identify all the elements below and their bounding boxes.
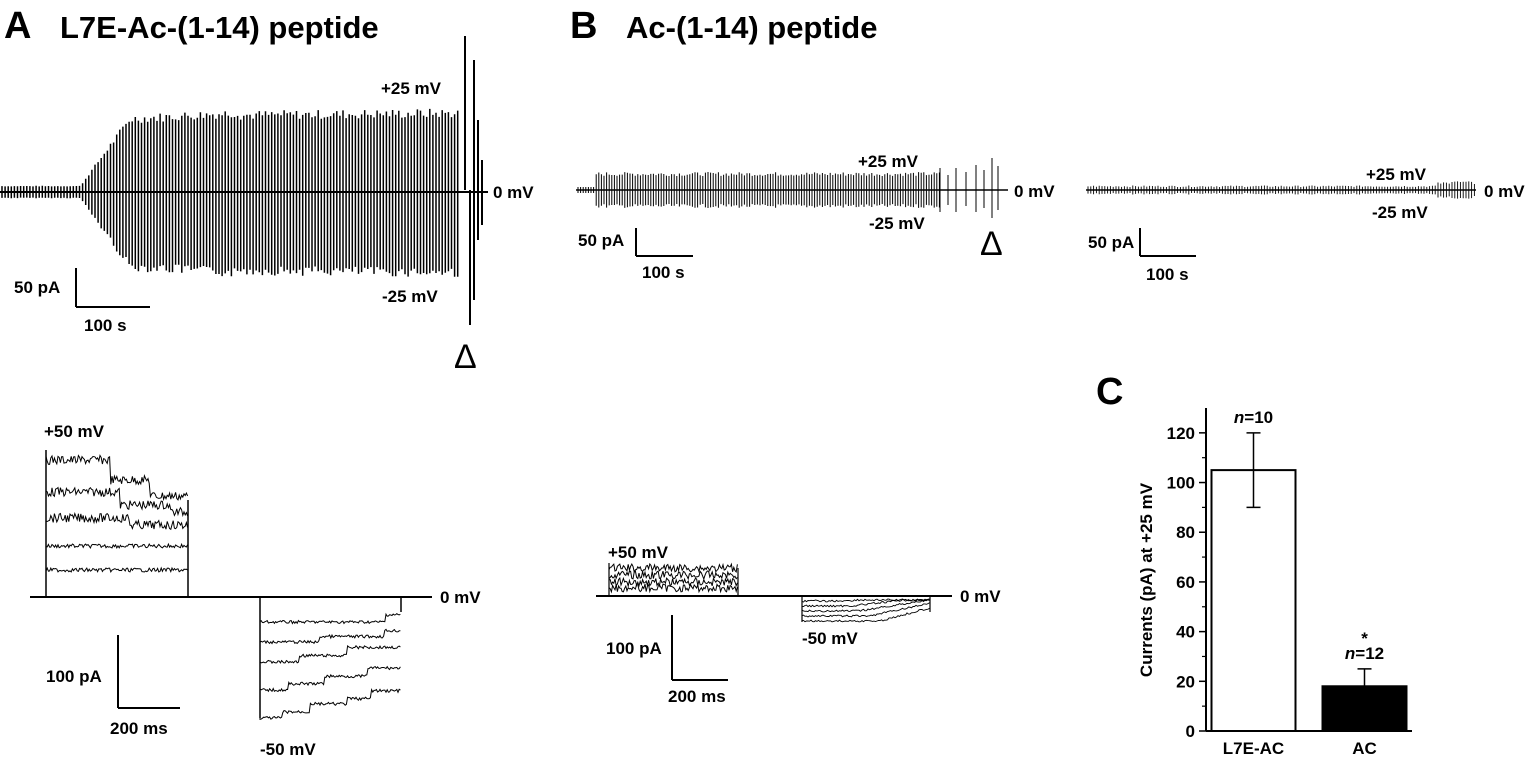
b-bottom-pos-label: +50 mV — [608, 543, 669, 562]
panel-c-letter: C — [1096, 371, 1123, 413]
x-tick-label: AC — [1352, 739, 1377, 758]
a-top-neg-label: -25 mV — [382, 287, 438, 306]
a-bottom-pos-trace — [45, 542, 189, 550]
b-top2-spikes — [1087, 181, 1475, 199]
b-top1-final-deflections — [939, 158, 999, 218]
a-bottom-negative-traces — [259, 597, 402, 721]
b-top1-neg-label: -25 mV — [869, 214, 925, 233]
b-bottom-negative-traces — [801, 596, 931, 623]
b-bottom-pos-trace — [608, 562, 738, 574]
panel-b-top-trace-2 — [1086, 181, 1476, 199]
significance-marker: * — [1361, 629, 1368, 648]
b-bottom-pos-trace — [608, 570, 738, 581]
b-top1-arrow-icon: Δ — [980, 225, 1003, 263]
panel-a-top-trace — [0, 36, 488, 325]
b-bottom-neg-trace — [801, 598, 930, 603]
a-top-arrow-icon: Δ — [454, 338, 477, 376]
a-bottom-pos-edges — [45, 450, 189, 597]
b-top1-spikes — [577, 158, 999, 218]
error-bar — [1246, 432, 1261, 509]
a-bottom-neg-trace — [259, 665, 401, 693]
a-bottom-scale-x-label: 200 ms — [110, 719, 168, 738]
a-top-spikes — [1, 36, 483, 325]
b-bottom-neg-trace — [801, 598, 930, 608]
a-bottom-pos-trace — [45, 566, 188, 574]
a-bottom-zero-label: 0 mV — [440, 588, 481, 607]
b-bottom-scale-y-label: 100 pA — [606, 639, 662, 658]
panel-b-letter: B — [570, 5, 597, 47]
y-tick-label: 100 — [1167, 474, 1195, 493]
b-top2-pos-label: +25 mV — [1366, 165, 1427, 184]
bar-chart: 0 20 40 60 80 100 120 n=10 L7E-AC n=12* AC — [1167, 408, 1412, 758]
y-tick-label: 20 — [1176, 672, 1195, 691]
b-top1-oscillation-trace — [577, 172, 940, 208]
a-top-pos-label: +25 mV — [381, 79, 442, 98]
error-bar — [1357, 668, 1372, 705]
a-bottom-neg-edges — [259, 597, 402, 718]
n-label: n=12 — [1345, 644, 1384, 663]
a-top-scale-y-label: 50 pA — [14, 278, 60, 297]
a-bottom-scale-bar — [117, 635, 180, 709]
y-axis-label: Currents (pA) at +25 mV — [1137, 482, 1156, 677]
b-top2-scale-y-label: 50 pA — [1088, 233, 1134, 252]
a-bottom-neg-trace — [259, 628, 401, 645]
b-top2-neg-label: -25 mV — [1372, 203, 1428, 222]
b-top2-scale-x-label: 100 s — [1146, 265, 1189, 284]
b-top1-zero-label: 0 mV — [1014, 182, 1055, 201]
b-bottom-zero-label: 0 mV — [960, 587, 1001, 606]
a-bottom-pos-label: +50 mV — [44, 422, 105, 441]
y-tick-label: 60 — [1176, 573, 1195, 592]
panel-b-bottom-traces — [596, 562, 952, 623]
b-bottom-positive-traces — [608, 562, 739, 596]
a-top-oscillation-trace — [1, 108, 459, 277]
panel-b-top-trace-1 — [576, 158, 1008, 218]
a-bottom-neg-label: -50 mV — [260, 740, 316, 759]
b-bottom-scale-bar — [671, 615, 728, 681]
a-bottom-positive-traces — [45, 450, 189, 597]
a-top-zero-label: 0 mV — [493, 183, 534, 202]
a-top-final-deflections — [464, 36, 483, 325]
y-tick-label: 80 — [1176, 523, 1195, 542]
panel-a-bottom-traces — [30, 450, 432, 721]
b-bottom-scale-x-label: 200 ms — [668, 687, 726, 706]
b-top2-zero-label: 0 mV — [1484, 182, 1525, 201]
b-top2-oscillation-trace — [1087, 181, 1475, 199]
y-tick-label: 40 — [1176, 623, 1195, 642]
x-tick-label: L7E-AC — [1223, 739, 1284, 758]
b-bottom-neg-trace — [801, 598, 930, 613]
a-bottom-neg-trace — [259, 687, 401, 721]
a-top-scale-bar — [75, 268, 150, 308]
b-bottom-pos-trace — [608, 576, 738, 588]
b-bottom-neg-trace — [801, 602, 930, 618]
panel-b-title: Ac-(1-14) peptide — [626, 10, 877, 45]
bar-l7e-ac — [1210, 469, 1297, 732]
a-bottom-scale-y-label: 100 pA — [46, 667, 102, 686]
b-top1-scale-bar — [635, 228, 693, 257]
panel-a-letter: A — [4, 5, 31, 47]
b-bottom-neg-edges — [801, 596, 931, 622]
a-top-scale-x-label: 100 s — [84, 316, 127, 335]
b-bottom-neg-label: -50 mV — [802, 629, 858, 648]
b-top2-scale-bar — [1139, 228, 1196, 257]
b-bottom-neg-trace — [801, 607, 930, 623]
y-tick-label: 120 — [1167, 424, 1195, 443]
b-top1-pos-label: +25 mV — [858, 152, 919, 171]
n-label: n=10 — [1234, 408, 1273, 427]
a-bottom-pos-trace — [45, 486, 189, 518]
b-top1-scale-y-label: 50 pA — [578, 231, 624, 250]
b-bottom-pos-trace — [608, 583, 738, 594]
a-bottom-neg-trace — [259, 612, 401, 625]
b-top1-scale-x-label: 100 s — [642, 263, 685, 282]
y-tick-label: 0 — [1186, 722, 1195, 741]
a-bottom-pos-trace — [45, 454, 189, 502]
a-bottom-neg-trace — [259, 644, 401, 664]
a-bottom-pos-trace — [45, 512, 189, 531]
panel-a-title: L7E-Ac-(1-14) peptide — [60, 10, 379, 45]
